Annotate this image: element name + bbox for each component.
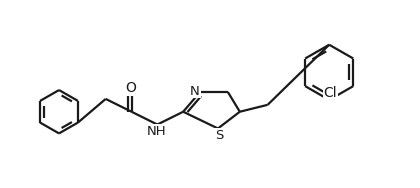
Text: N: N bbox=[190, 85, 200, 98]
Text: NH: NH bbox=[147, 125, 166, 138]
Text: S: S bbox=[215, 129, 223, 142]
Text: O: O bbox=[125, 81, 136, 95]
Text: Cl: Cl bbox=[323, 86, 337, 100]
